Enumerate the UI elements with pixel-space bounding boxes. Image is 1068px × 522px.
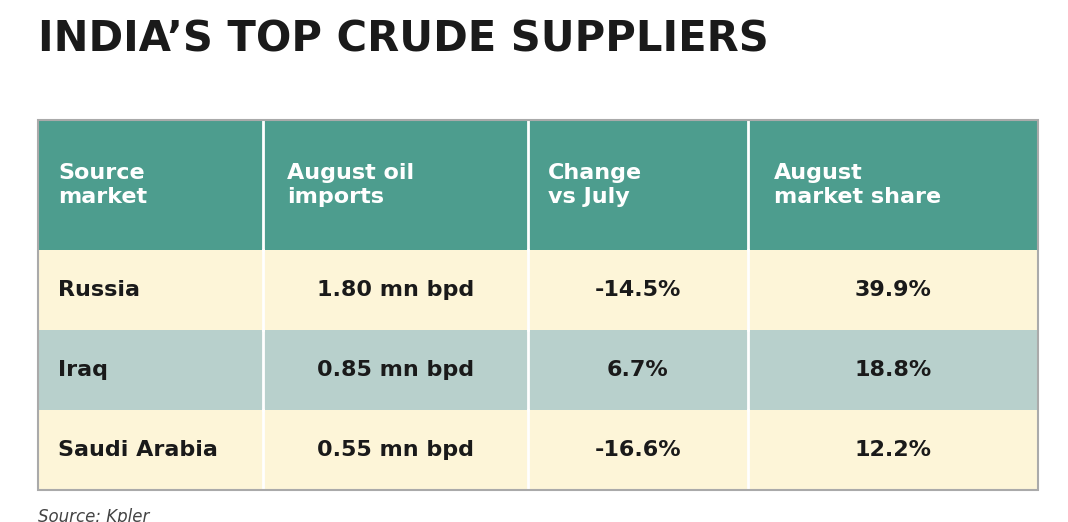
Text: August
market share: August market share — [774, 163, 941, 207]
Bar — [528, 120, 748, 250]
Text: 6.7%: 6.7% — [607, 360, 669, 380]
Bar — [38, 250, 263, 330]
Text: Saudi Arabia: Saudi Arabia — [59, 440, 218, 460]
Bar — [38, 410, 263, 490]
Bar — [38, 330, 263, 410]
Bar — [263, 410, 528, 490]
Bar — [528, 330, 748, 410]
Bar — [748, 410, 1038, 490]
Text: August oil
imports: August oil imports — [287, 163, 414, 207]
Bar — [38, 120, 263, 250]
Bar — [263, 250, 528, 330]
Text: Russia: Russia — [59, 280, 140, 300]
Text: Source
market: Source market — [59, 163, 147, 207]
Text: 39.9%: 39.9% — [854, 280, 931, 300]
Text: 0.55 mn bpd: 0.55 mn bpd — [317, 440, 474, 460]
Bar — [748, 250, 1038, 330]
Bar — [38, 120, 1038, 490]
Text: 1.80 mn bpd: 1.80 mn bpd — [317, 280, 474, 300]
Bar — [748, 330, 1038, 410]
Bar — [528, 410, 748, 490]
Text: Iraq: Iraq — [59, 360, 108, 380]
Bar — [748, 120, 1038, 250]
Text: Change
vs July: Change vs July — [548, 163, 642, 207]
Text: -14.5%: -14.5% — [595, 280, 681, 300]
Text: 12.2%: 12.2% — [854, 440, 931, 460]
Text: 18.8%: 18.8% — [854, 360, 931, 380]
Text: Source: Kpler: Source: Kpler — [38, 508, 150, 522]
Text: -16.6%: -16.6% — [595, 440, 681, 460]
Bar — [263, 330, 528, 410]
Bar — [263, 120, 528, 250]
Bar — [528, 250, 748, 330]
Text: 0.85 mn bpd: 0.85 mn bpd — [317, 360, 474, 380]
Text: INDIA’S TOP CRUDE SUPPLIERS: INDIA’S TOP CRUDE SUPPLIERS — [38, 18, 769, 60]
